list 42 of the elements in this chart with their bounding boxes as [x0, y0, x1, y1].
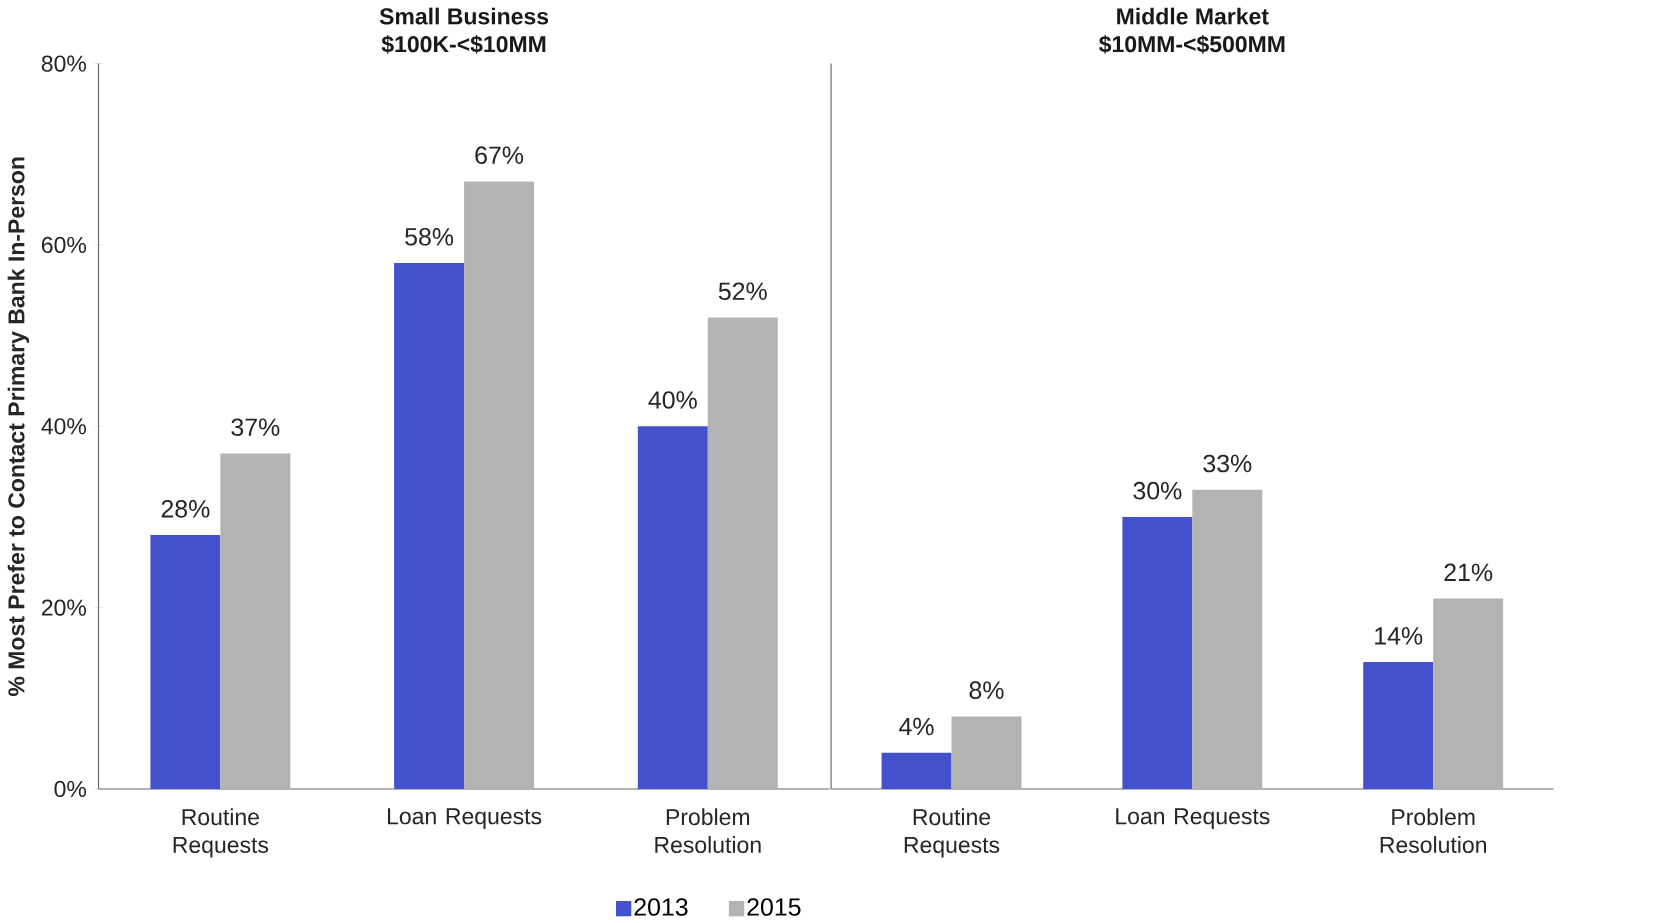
y-tick-label: 0%	[54, 780, 86, 798]
bar	[1192, 489, 1263, 790]
x-tick-label: Loan Requests	[1116, 808, 1270, 829]
chart-title: Middle Market	[1117, 7, 1269, 25]
bar	[1433, 598, 1504, 790]
data-label: 58%	[405, 228, 454, 246]
data-label: 30%	[1133, 481, 1182, 500]
y-axis-title: % Most Prefer to Contact Primary Bank In-Person	[7, 157, 30, 697]
bar	[1363, 662, 1434, 790]
data-label: 28%	[161, 500, 210, 518]
data-label: 40%	[648, 391, 697, 409]
data-label: 8%	[969, 681, 1004, 700]
data-label: 67%	[475, 146, 524, 165]
bar	[150, 535, 221, 790]
x-tick-label: Problem Resolution	[1380, 808, 1486, 854]
bar	[637, 426, 708, 790]
data-label: 4%	[899, 717, 934, 736]
data-label: 21%	[1444, 563, 1493, 582]
chart-title: Small Business	[379, 7, 549, 25]
legend-label: 2013	[634, 898, 688, 916]
chart-subtitle: $10MM-<$500MM	[1099, 35, 1285, 54]
y-tick-label: 60%	[41, 236, 86, 254]
data-label: 14%	[1375, 627, 1423, 645]
bar	[220, 453, 291, 790]
x-tick-label: Loan Requests	[387, 808, 542, 829]
legend-label: 2015	[747, 898, 801, 916]
data-label: 37%	[231, 418, 280, 437]
bar	[707, 317, 778, 790]
y-tick-label: 40%	[41, 418, 86, 435]
bar	[951, 716, 1022, 790]
x-tick-label: Routine Requests	[173, 808, 269, 858]
x-tick-label: Routine Requests	[904, 808, 1000, 858]
bar	[464, 181, 535, 790]
bar	[394, 263, 465, 790]
y-tick-label: 20%	[41, 599, 86, 616]
x-tick-label: Problem Resolution	[655, 808, 761, 854]
y-tick-label: 80%	[41, 55, 86, 72]
bar	[1122, 517, 1193, 790]
data-label: 33%	[1203, 454, 1252, 473]
data-label: 52%	[718, 282, 767, 301]
bar	[881, 752, 952, 790]
chart-subtitle: $100K-<$10MM	[381, 35, 546, 54]
